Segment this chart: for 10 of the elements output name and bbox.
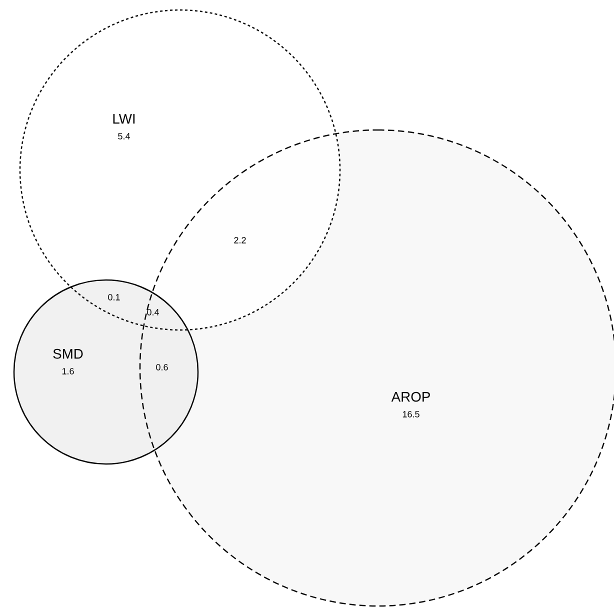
data-label: 16.5 bbox=[402, 411, 420, 418]
data-label: 1.6 bbox=[62, 368, 74, 374]
category-label: LWI bbox=[113, 114, 135, 124]
category-label: AROP bbox=[391, 392, 430, 402]
data-label: 5.4 bbox=[118, 133, 130, 140]
text: 2.2 bbox=[234, 237, 246, 244]
text: 0.6 bbox=[156, 364, 168, 370]
text: 0.1 bbox=[108, 294, 120, 300]
category-label: SMD bbox=[53, 348, 83, 359]
text: 0.4 bbox=[147, 309, 160, 316]
